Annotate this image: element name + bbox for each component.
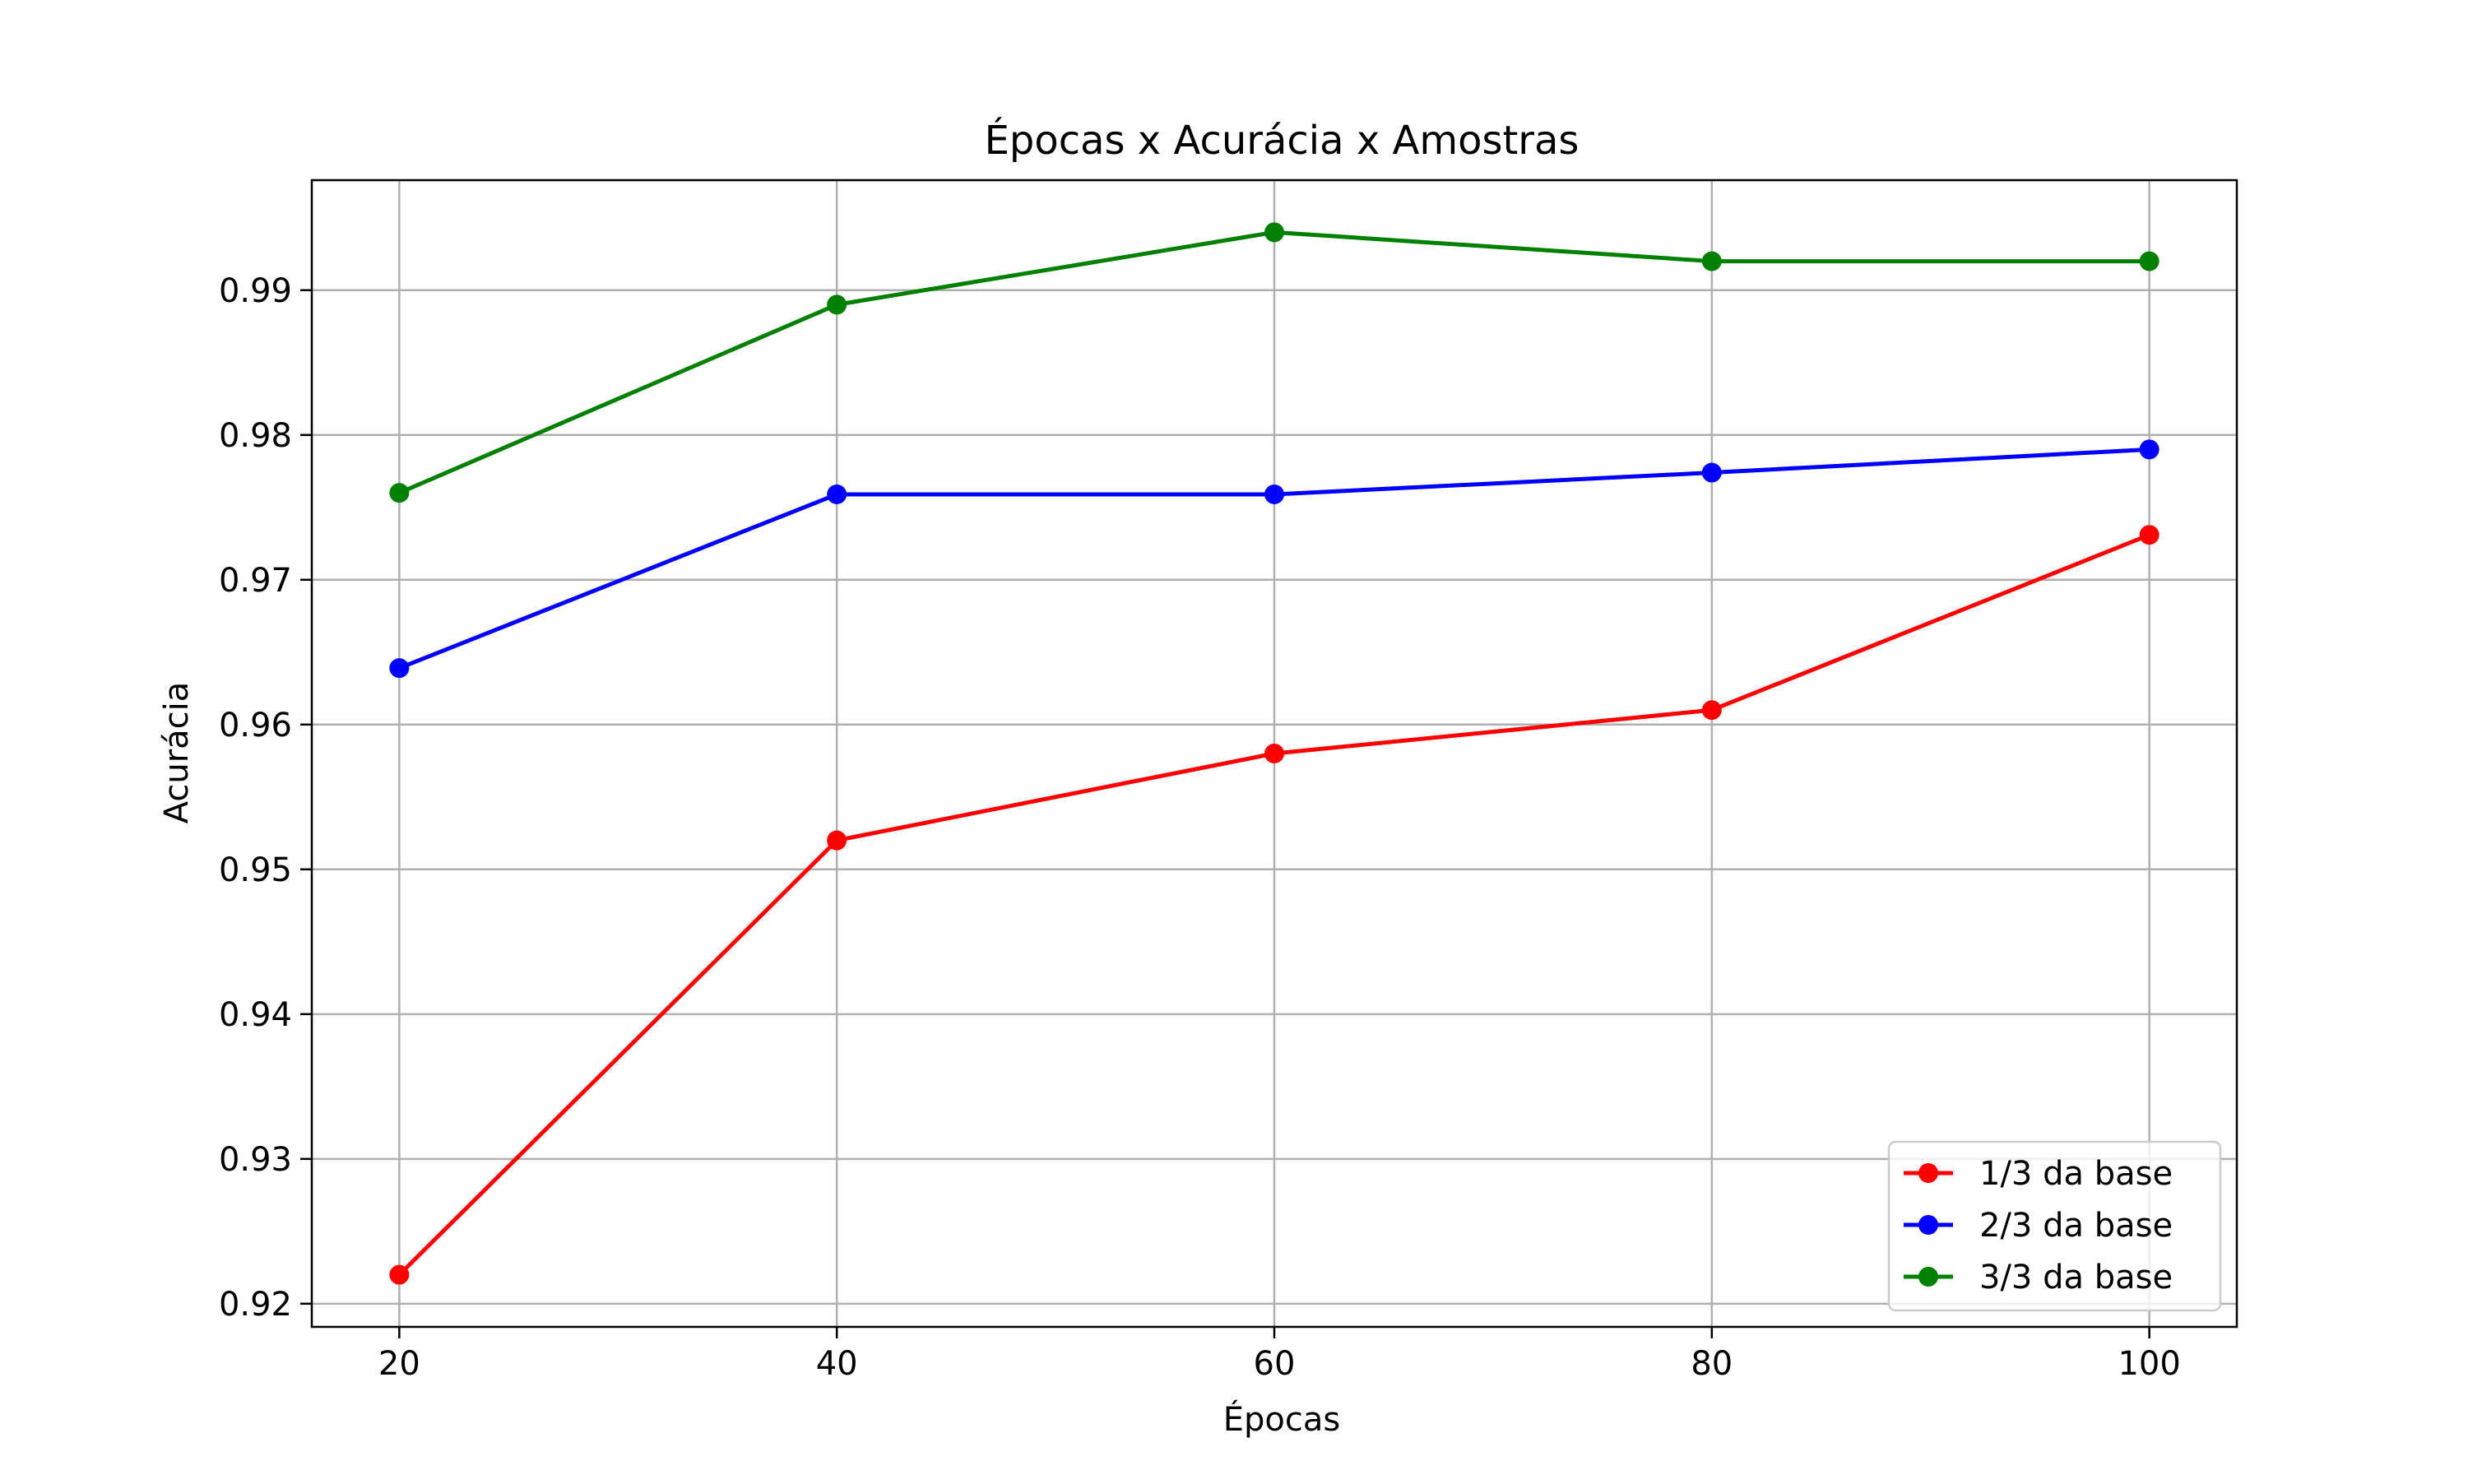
y-axis-label: Acurácia [158,682,196,824]
data-point [827,830,847,851]
legend-box [1887,1140,2222,1312]
y-axis-ticks: 0.92 0.93 0.94 0.95 0.96 0.97 0.98 0.99 [219,272,312,1324]
y-tick-label: 0.96 [219,707,292,744]
y-tick-label: 0.98 [219,417,292,455]
x-tick-label: 60 [1254,1345,1296,1383]
series-2 [389,439,2160,679]
legend-item: 3/3 da base [1904,1259,2173,1296]
legend-label: 1/3 da base [1979,1155,2173,1193]
legend-item: 1/3 da base [1904,1155,2173,1193]
data-point [2139,251,2160,271]
series-lines [389,222,2160,1285]
legend-label: 2/3 da base [1979,1207,2173,1245]
y-tick-label: 0.92 [219,1286,292,1324]
y-tick-label: 0.95 [219,851,292,889]
data-point [1701,700,1722,721]
data-point [389,1264,410,1285]
legend-item: 2/3 da base [1904,1207,2173,1245]
legend-label: 3/3 da base [1979,1259,2173,1296]
y-tick-label: 0.93 [219,1141,292,1179]
series-3 [389,222,2160,503]
data-point [1264,222,1284,243]
x-tick-label: 80 [1691,1345,1733,1383]
data-point [1701,251,1722,271]
data-point [389,658,410,679]
data-point [827,484,847,504]
data-point [1264,744,1284,763]
data-point [389,483,410,503]
x-tick-label: 40 [816,1345,858,1383]
data-point [827,294,847,315]
data-point [2139,525,2160,545]
data-point [2139,439,2160,460]
y-tick-label: 0.97 [219,562,292,600]
legend-marker [1918,1163,1938,1183]
legend-marker [1918,1267,1938,1287]
x-axis-label: Épocas [1223,1399,1340,1439]
y-tick-label: 0.99 [219,272,292,310]
series-1 [389,525,2160,1285]
y-tick-label: 0.94 [219,996,292,1034]
legend: 1/3 da base 2/3 da base 3/3 da base [1887,1140,2222,1312]
x-axis-ticks: 20 40 60 80 100 [378,1327,2181,1383]
legend-marker [1918,1215,1938,1235]
data-point [1701,462,1722,483]
chart-title: Épocas x Acurácia x Amostras [985,117,1580,164]
x-tick-label: 20 [378,1345,420,1383]
data-point [1264,484,1284,504]
x-tick-label: 100 [2118,1345,2180,1383]
